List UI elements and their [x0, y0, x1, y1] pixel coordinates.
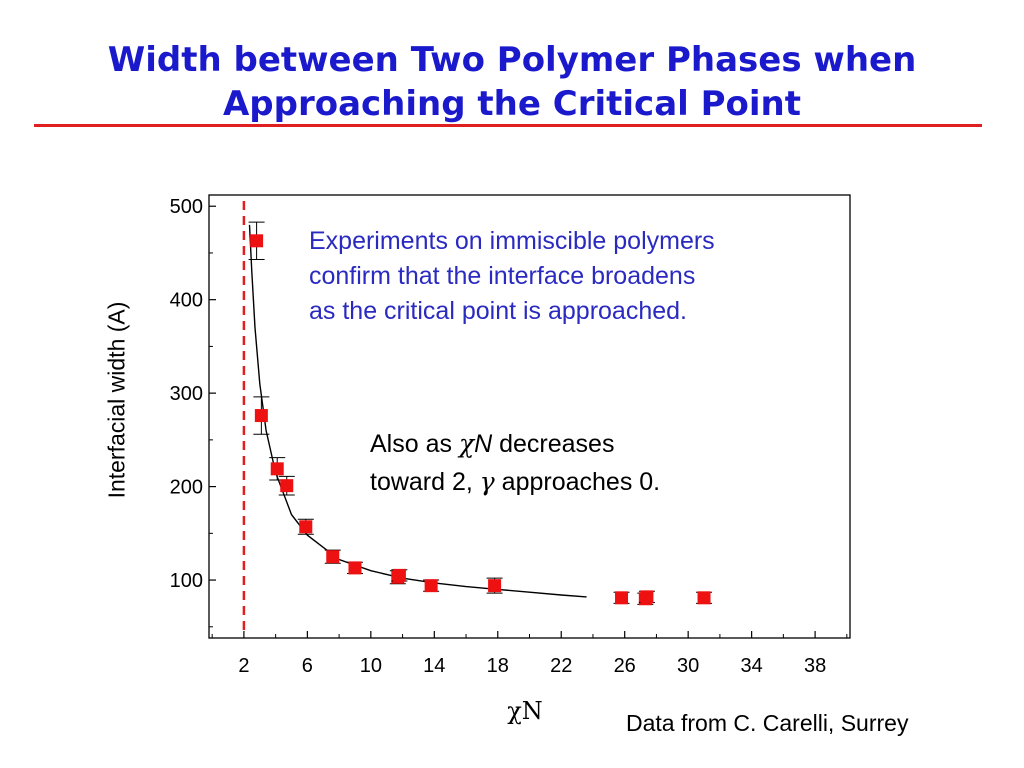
data-point: [269, 457, 286, 481]
data-point: [391, 568, 408, 582]
data-point: [638, 590, 655, 604]
y-tick-label: 300: [170, 383, 203, 405]
text-toward: toward 2,: [370, 468, 480, 496]
title-underline: [34, 124, 982, 127]
data-point: [346, 561, 363, 575]
annotation-line-1: Experiments on immiscible polymers: [309, 227, 715, 255]
annotation-line-3: as the critical point is approached.: [309, 297, 687, 325]
text-approaches: approaches 0.: [494, 468, 661, 496]
y-tick-label: 400: [170, 290, 203, 312]
x-tick-label: 14: [423, 655, 445, 677]
data-point: [696, 591, 713, 605]
data-point: [486, 577, 503, 594]
n-symbol: N: [474, 430, 493, 458]
annotation-experiments: Experiments on immiscible polymers confi…: [309, 224, 715, 329]
x-tick-label: 30: [677, 655, 699, 677]
data-point: [297, 518, 314, 535]
title-line-2: Approaching the Critical Point: [222, 84, 802, 124]
gamma-symbol: γ: [479, 467, 495, 496]
data-point: [278, 475, 295, 496]
chi-symbol: χ: [458, 429, 475, 458]
data-point: [248, 221, 265, 260]
text-decreases: decreases: [492, 430, 615, 458]
annotation-gamma-line-1: Also as χN decreases: [370, 425, 660, 463]
annotation-gamma: Also as χN decreases toward 2, γ approac…: [370, 425, 660, 501]
y-tick-label: 500: [170, 196, 203, 218]
x-tick-label: 6: [302, 655, 313, 677]
annotation-line-2: confirm that the interface broadens: [309, 262, 696, 290]
square-marker: [280, 479, 294, 493]
y-tick-label: 100: [170, 570, 203, 592]
data-source-note: Data from C. Carelli, Surrey: [626, 710, 909, 736]
square-marker: [326, 550, 340, 564]
data-points: [248, 221, 713, 606]
y-tick-label: 200: [170, 477, 203, 499]
slide-title: Width between Two Polymer Phases when Ap…: [0, 38, 1024, 126]
x-axis-ticks: 2 6 10 14 18 22 26 30 34 38: [211, 631, 848, 677]
square-marker: [640, 590, 654, 604]
square-marker: [254, 409, 268, 423]
y-axis-ticks: 100 200 300 400 500: [170, 196, 216, 628]
text-also-as: Also as: [370, 430, 459, 458]
square-marker: [615, 591, 629, 605]
square-marker: [250, 234, 264, 248]
data-point: [423, 579, 440, 593]
x-axis-label: χN: [507, 697, 543, 725]
data-point: [253, 396, 270, 435]
data-point: [613, 591, 630, 605]
x-tick-label: 2: [238, 655, 249, 677]
square-marker: [488, 579, 502, 593]
x-tick-label: 26: [614, 655, 636, 677]
square-marker: [348, 561, 362, 575]
square-marker: [697, 591, 711, 605]
x-tick-label: 34: [741, 655, 763, 677]
x-tick-label: 18: [487, 655, 509, 677]
x-tick-label: 38: [804, 655, 826, 677]
x-tick-label: 22: [550, 655, 572, 677]
y-axis-label: Interfacial width (A): [103, 301, 130, 499]
square-marker: [424, 579, 438, 593]
x-tick-label: 10: [360, 655, 382, 677]
data-point: [324, 549, 341, 564]
title-line-1: Width between Two Polymer Phases when: [107, 40, 917, 80]
square-marker: [299, 520, 313, 534]
square-marker: [270, 462, 284, 476]
annotation-gamma-line-2: toward 2, γ approaches 0.: [370, 463, 660, 501]
square-marker: [392, 568, 406, 582]
